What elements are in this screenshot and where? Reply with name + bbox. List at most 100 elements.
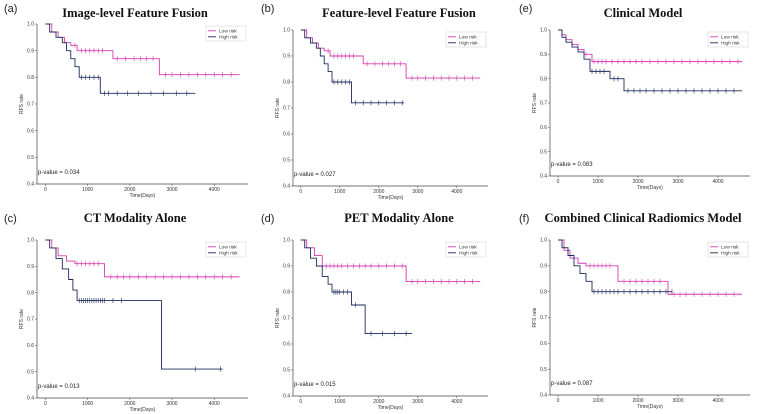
x-tick-label: 3000 bbox=[166, 401, 177, 407]
p-value-annotation: p-value = 0.015 bbox=[294, 382, 336, 388]
panel-title: Image-level Feature Fusion bbox=[62, 6, 208, 20]
x-axis-title: Time(Days) bbox=[378, 405, 404, 411]
km-curve-high-risk bbox=[558, 29, 742, 92]
legend-label: High risk bbox=[721, 251, 740, 257]
y-tick-label: 0.7 bbox=[540, 315, 547, 321]
x-tick-label: 2000 bbox=[373, 189, 384, 195]
y-tick-label: 0.6 bbox=[283, 132, 290, 138]
y-tick-label: 1.0 bbox=[540, 238, 547, 244]
x-axis-title: Time(Days) bbox=[637, 185, 663, 191]
km-curve-low-risk bbox=[558, 239, 742, 295]
y-tick-label: 1.0 bbox=[283, 238, 290, 244]
panel-label: (d) bbox=[261, 213, 274, 225]
panel-label: (e) bbox=[519, 3, 532, 15]
panel-title: Combined Clinical Radiomics Model bbox=[545, 211, 742, 225]
legend-label: Low risk bbox=[721, 245, 739, 251]
km-curve-high-risk bbox=[558, 239, 672, 293]
y-tick-label: 0.8 bbox=[540, 289, 547, 295]
legend-label: Low risk bbox=[219, 245, 237, 251]
y-tick-label: 0.5 bbox=[27, 155, 34, 161]
x-tick-label: 0 bbox=[44, 401, 47, 407]
x-tick-label: 3000 bbox=[412, 189, 423, 195]
x-tick-label: 2000 bbox=[124, 187, 135, 193]
y-tick-label: 0.7 bbox=[283, 316, 290, 322]
y-tick-label: 0.6 bbox=[27, 128, 34, 134]
y-tick-label: 0.9 bbox=[27, 48, 34, 54]
km-curve-high-risk bbox=[45, 23, 196, 94]
x-axis-title: Time(Days) bbox=[637, 404, 663, 410]
y-axis-title: RFS rate bbox=[275, 98, 281, 118]
x-axis-title: Time(Days) bbox=[130, 193, 156, 199]
x-tick-label: 2000 bbox=[124, 401, 135, 407]
y-tick-label: 0.8 bbox=[283, 290, 290, 296]
x-tick-label: 4000 bbox=[712, 179, 723, 185]
p-value-annotation: p-value = 0.027 bbox=[294, 172, 336, 178]
km-panel-1: (a) Image-level Feature Fusion 0.4 0.5 0.6 0.… bbox=[4, 3, 248, 199]
legend-label: High risk bbox=[459, 41, 478, 47]
x-tick-label: 3000 bbox=[166, 187, 177, 193]
y-tick-label: 0.8 bbox=[283, 80, 290, 86]
y-tick-label: 0.9 bbox=[540, 264, 547, 270]
y-tick-label: 0.6 bbox=[540, 341, 547, 347]
y-tick-label: 1.0 bbox=[27, 22, 34, 28]
km-curve-high-risk bbox=[300, 239, 412, 335]
legend-label: High risk bbox=[219, 35, 238, 41]
p-value-annotation: p-value = 0.013 bbox=[38, 384, 80, 390]
x-tick-label: 0 bbox=[44, 187, 47, 193]
km-curve-high-risk bbox=[300, 29, 405, 104]
y-tick-label: 0.9 bbox=[283, 264, 290, 270]
panel-label: (b) bbox=[261, 3, 274, 15]
y-tick-label: 0.9 bbox=[540, 52, 547, 58]
y-axis-title: RFS rate bbox=[19, 94, 25, 114]
x-tick-label: 0 bbox=[299, 399, 302, 405]
panel-label: (f) bbox=[519, 213, 529, 225]
x-tick-label: 3000 bbox=[412, 399, 423, 405]
km-curve-low-risk bbox=[45, 239, 240, 278]
y-tick-label: 0.9 bbox=[283, 54, 290, 60]
km-panel-3: (e) Clinical Model 0.4 0.5 0.6 0.7 0.8 0.9 1.0 0 1… bbox=[519, 3, 750, 191]
x-tick-label: 4000 bbox=[451, 189, 462, 195]
km-curve-low-risk bbox=[558, 29, 742, 63]
x-tick-label: 0 bbox=[557, 398, 560, 404]
legend-label: Low risk bbox=[219, 29, 237, 35]
y-tick-label: 0.8 bbox=[27, 290, 34, 296]
y-tick-label: 0.6 bbox=[540, 125, 547, 131]
x-tick-label: 1000 bbox=[592, 398, 603, 404]
x-tick-label: 1000 bbox=[82, 187, 93, 193]
panel-label: (c) bbox=[4, 213, 17, 225]
y-tick-label: 0.5 bbox=[27, 369, 34, 375]
y-tick-label: 0.4 bbox=[27, 396, 34, 402]
x-axis-title: Time(Days) bbox=[130, 407, 156, 413]
y-tick-label: 0.7 bbox=[540, 101, 547, 107]
km-curve-high-risk bbox=[45, 239, 223, 370]
x-axis-title: Time(Days) bbox=[378, 195, 404, 201]
y-tick-label: 0.7 bbox=[27, 102, 34, 108]
y-tick-label: 1.0 bbox=[27, 238, 34, 244]
panel-title: Feature-level Feature Fusion bbox=[322, 6, 476, 20]
legend-label: High risk bbox=[459, 251, 478, 257]
legend-label: High risk bbox=[721, 41, 740, 47]
panel-title: CT Modality Alone bbox=[84, 211, 187, 225]
y-tick-label: 0.4 bbox=[27, 182, 34, 188]
x-tick-label: 4000 bbox=[209, 401, 220, 407]
km-panel-5: (d) PET Modality Alone 0.4 0.5 0.6 0.7 0.8 0.9 1… bbox=[261, 211, 488, 411]
km-panel-6: (f) Combined Clinical Radiomics Model 0.4 0… bbox=[519, 211, 750, 410]
x-tick-label: 1000 bbox=[334, 189, 345, 195]
x-tick-label: 2000 bbox=[632, 179, 643, 185]
x-tick-label: 3000 bbox=[672, 398, 683, 404]
y-tick-label: 0.7 bbox=[283, 106, 290, 112]
legend-label: Low risk bbox=[459, 35, 477, 41]
x-tick-label: 4000 bbox=[712, 398, 723, 404]
y-tick-label: 0.8 bbox=[540, 76, 547, 82]
p-value-annotation: p-value = 0.083 bbox=[551, 162, 593, 168]
x-tick-label: 4000 bbox=[209, 187, 220, 193]
y-tick-label: 1.0 bbox=[540, 28, 547, 34]
panel-title: Clinical Model bbox=[604, 6, 683, 20]
km-panel-4: (c) CT Modality Alone 0.4 0.5 0.6 0.7 0.8 0.9 1.… bbox=[4, 211, 248, 413]
x-tick-label: 1000 bbox=[334, 399, 345, 405]
y-tick-label: 0.6 bbox=[27, 343, 34, 349]
x-tick-label: 2000 bbox=[373, 399, 384, 405]
panel-title: PET Modality Alone bbox=[344, 211, 454, 225]
y-tick-label: 0.4 bbox=[283, 184, 290, 190]
